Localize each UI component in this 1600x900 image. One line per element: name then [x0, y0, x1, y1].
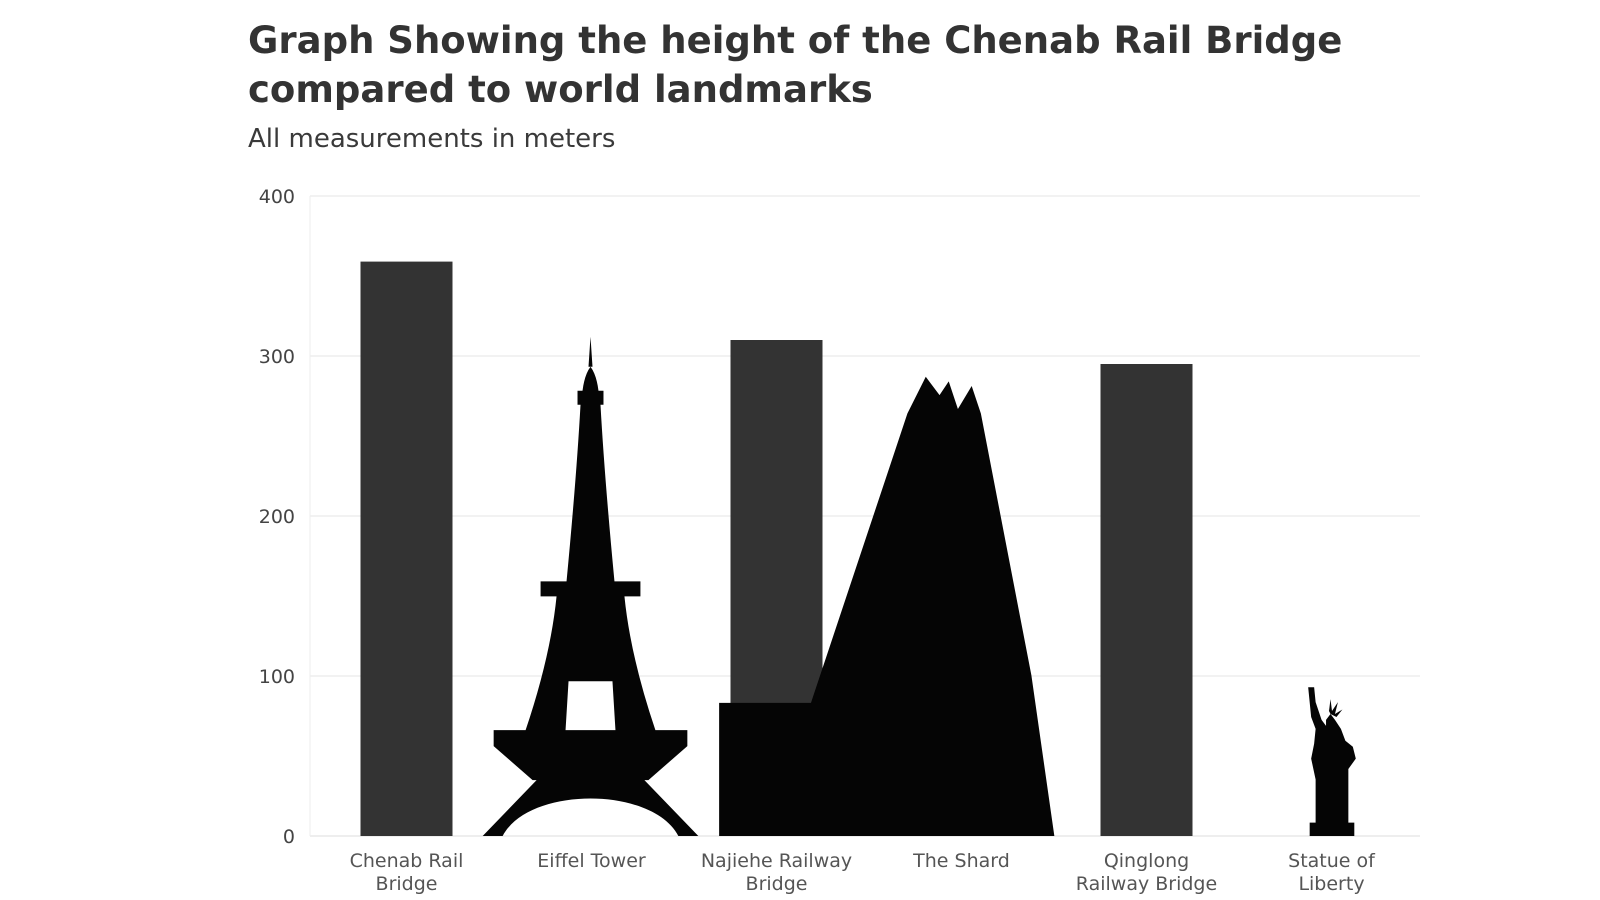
x-tick-label-line: Statue of	[1288, 850, 1376, 872]
x-tick-label: Chenab Rail Bridge	[350, 850, 464, 895]
y-tick-label: 300	[259, 346, 295, 368]
bar	[1100, 364, 1193, 836]
chart-title: Graph Showing the height of the Chenab R…	[248, 19, 1343, 111]
statue-of-liberty-silhouette	[1308, 687, 1356, 836]
landmark-silhouette	[719, 376, 1055, 836]
chart-subtitle: All measurements in meters	[248, 124, 616, 154]
landmark-silhouette	[482, 336, 699, 836]
x-tick-label-line: Chenab Rail	[350, 850, 464, 872]
x-tick-label-line: Najiehe Railway	[701, 850, 852, 872]
y-tick-label: 400	[259, 186, 295, 208]
x-tick-label-line: Liberty	[1298, 873, 1364, 895]
x-tick-label-line: Qinglong	[1104, 850, 1189, 872]
x-tick-label-line: Eiffel Tower	[537, 850, 646, 872]
x-tick-label: Statue of Liberty	[1288, 850, 1376, 895]
y-tick-label: 100	[259, 666, 295, 688]
y-tick-label: 200	[259, 506, 295, 528]
x-tick-label: Najiehe Railway Bridge	[701, 850, 852, 895]
crown-icon	[1324, 699, 1343, 717]
landmark-silhouette	[1308, 687, 1356, 836]
shard-silhouette	[719, 376, 1055, 836]
eiffel-tower-silhouette	[482, 336, 699, 836]
x-tick-label-line: Bridge	[746, 873, 808, 895]
x-tick-label: Eiffel Tower	[537, 850, 646, 872]
y-tick-label: 0	[283, 826, 295, 848]
x-tick-label-line: The Shard	[912, 850, 1010, 872]
bar	[360, 261, 453, 837]
x-tick-label-line: Bridge	[376, 873, 438, 895]
x-tick-label-line: Railway Bridge	[1076, 873, 1217, 895]
x-tick-label: The Shard	[912, 850, 1010, 872]
x-tick-label: Qinglong Railway Bridge	[1076, 850, 1217, 895]
